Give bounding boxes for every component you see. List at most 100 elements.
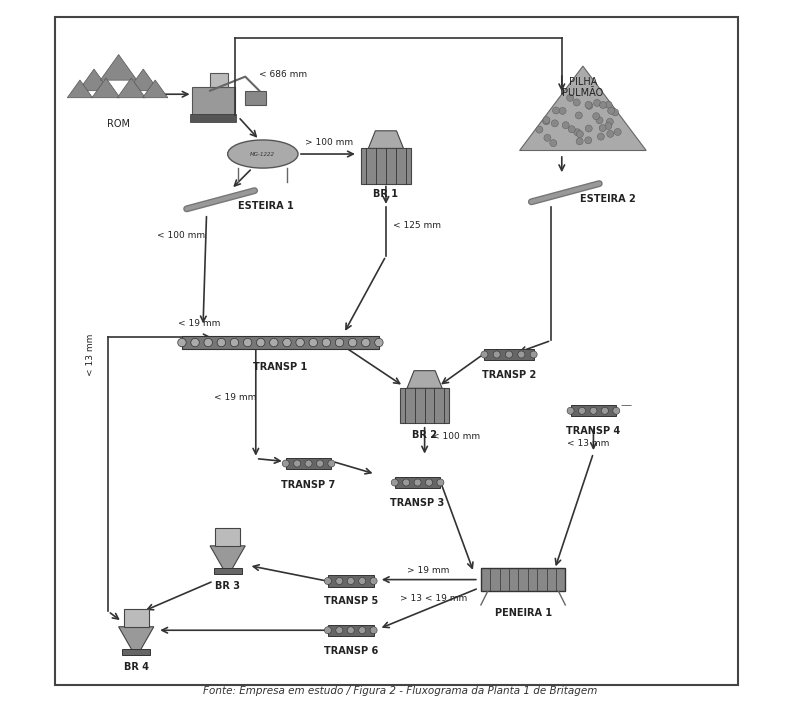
Text: ROM: ROM [107, 119, 130, 129]
Circle shape [335, 338, 344, 347]
Text: > 13 < 19 mm: > 13 < 19 mm [400, 593, 467, 603]
Bar [481, 569, 566, 591]
Text: TRANSP 7: TRANSP 7 [282, 480, 336, 490]
Circle shape [243, 338, 252, 347]
Bar [123, 609, 149, 627]
Circle shape [347, 627, 354, 634]
Circle shape [309, 338, 318, 347]
Text: PENEIRA 1: PENEIRA 1 [494, 608, 552, 618]
Text: < 13 mm: < 13 mm [567, 439, 610, 448]
Text: < 19 mm: < 19 mm [214, 393, 256, 402]
Circle shape [550, 140, 557, 147]
Circle shape [494, 351, 500, 358]
Circle shape [358, 578, 366, 584]
Circle shape [362, 338, 370, 347]
Text: < 125 mm: < 125 mm [393, 221, 441, 230]
Polygon shape [118, 627, 154, 652]
Text: MG-1222: MG-1222 [250, 152, 275, 157]
Circle shape [374, 338, 383, 347]
Text: TRANSP 2: TRANSP 2 [482, 370, 536, 380]
Bar [286, 458, 331, 469]
Text: ESTEIRA 1: ESTEIRA 1 [238, 201, 294, 211]
Polygon shape [100, 55, 137, 80]
Circle shape [553, 107, 559, 114]
Ellipse shape [228, 140, 298, 168]
Circle shape [562, 122, 570, 129]
Circle shape [426, 479, 433, 486]
Circle shape [594, 99, 601, 106]
Polygon shape [210, 546, 246, 571]
Circle shape [370, 578, 377, 584]
Circle shape [576, 130, 583, 138]
Circle shape [559, 107, 566, 114]
Circle shape [391, 479, 398, 486]
Circle shape [358, 627, 366, 634]
Text: > 100 mm: > 100 mm [305, 138, 353, 147]
Bar [215, 528, 240, 546]
Polygon shape [519, 66, 646, 150]
Circle shape [551, 120, 558, 127]
Circle shape [599, 101, 606, 108]
Circle shape [178, 338, 186, 347]
Polygon shape [128, 69, 158, 91]
Polygon shape [118, 78, 146, 98]
Circle shape [543, 116, 550, 123]
Polygon shape [67, 80, 93, 98]
Bar [328, 625, 374, 636]
Bar [122, 649, 150, 655]
Circle shape [191, 338, 199, 347]
Polygon shape [246, 91, 266, 105]
Circle shape [324, 627, 331, 634]
Text: BR 4: BR 4 [124, 662, 149, 672]
Circle shape [586, 102, 593, 109]
Circle shape [568, 125, 575, 133]
Text: TRANSP 3: TRANSP 3 [390, 498, 445, 508]
Text: TRANSP 4: TRANSP 4 [566, 426, 621, 436]
Circle shape [593, 113, 600, 120]
Circle shape [414, 479, 421, 486]
Circle shape [270, 338, 278, 347]
Circle shape [518, 351, 525, 358]
Circle shape [606, 130, 614, 138]
Circle shape [506, 351, 513, 358]
Circle shape [576, 138, 583, 145]
Circle shape [282, 460, 290, 467]
Bar [570, 405, 616, 416]
Bar [182, 336, 379, 349]
Bar [394, 477, 441, 489]
Text: TRANSP 1: TRANSP 1 [254, 362, 307, 372]
Circle shape [437, 479, 444, 486]
Text: < 19 mm: < 19 mm [178, 319, 221, 328]
Circle shape [613, 407, 620, 414]
Circle shape [567, 407, 574, 414]
Circle shape [606, 118, 614, 125]
Circle shape [217, 338, 226, 347]
Circle shape [282, 338, 291, 347]
Circle shape [575, 112, 582, 119]
Circle shape [590, 407, 597, 414]
Circle shape [328, 460, 335, 467]
Text: BR 2: BR 2 [412, 430, 437, 440]
Text: BR 3: BR 3 [215, 581, 240, 591]
Text: > 19 mm: > 19 mm [407, 566, 450, 574]
Bar [190, 114, 236, 123]
Circle shape [530, 351, 537, 358]
Text: < 13 mm: < 13 mm [86, 333, 95, 376]
Text: < 100 mm: < 100 mm [432, 432, 480, 441]
Circle shape [402, 479, 410, 486]
Circle shape [204, 338, 213, 347]
Circle shape [317, 460, 323, 467]
Bar [400, 389, 450, 423]
Text: PILHA
PULMÃO: PILHA PULMÃO [562, 77, 603, 99]
Polygon shape [407, 371, 442, 389]
Circle shape [585, 137, 592, 144]
Polygon shape [142, 80, 168, 98]
Circle shape [349, 338, 357, 347]
Polygon shape [92, 78, 120, 98]
Circle shape [608, 107, 614, 114]
Circle shape [305, 460, 312, 467]
Circle shape [336, 578, 343, 584]
Text: ESTEIRA 2: ESTEIRA 2 [580, 194, 635, 204]
Text: TRANSP 5: TRANSP 5 [324, 596, 378, 606]
Text: —: — [620, 400, 631, 410]
